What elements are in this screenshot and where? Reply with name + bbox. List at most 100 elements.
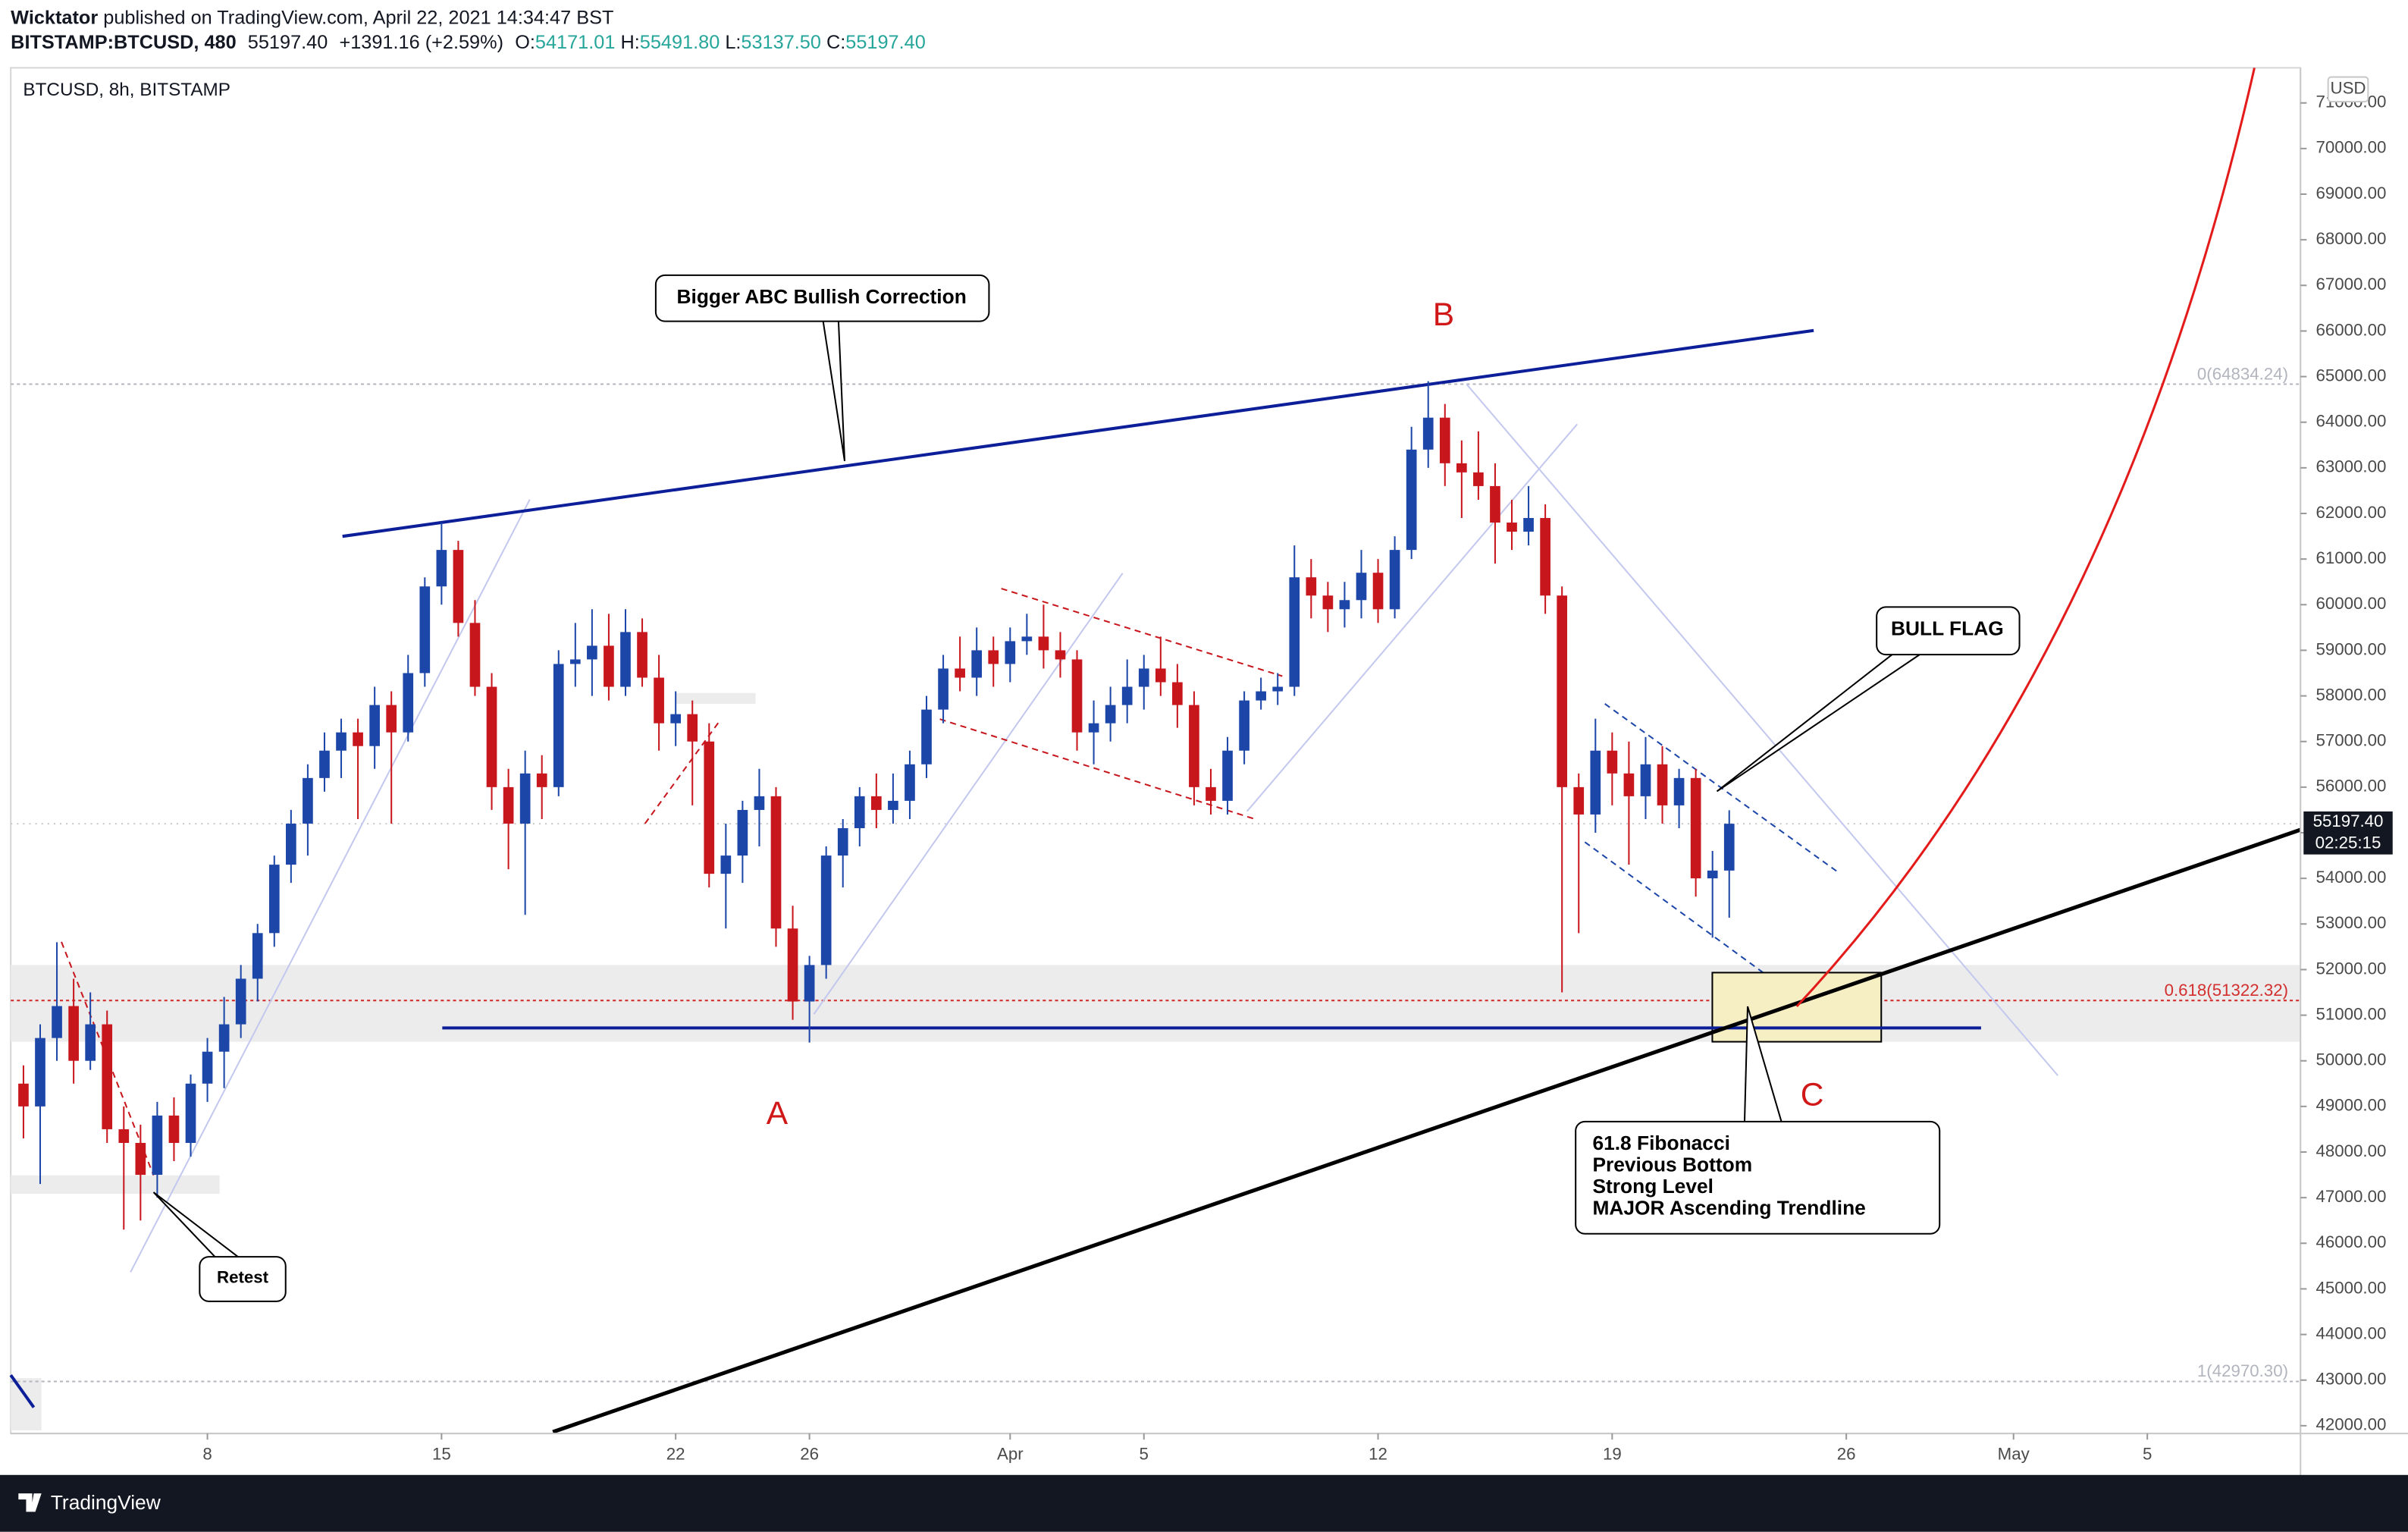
y-tick-label: 43000.00	[2316, 1370, 2386, 1389]
annotations: Bigger ABC Bullish Correction BULL FLAG …	[152, 274, 2021, 1302]
wave-label: B	[1433, 297, 1454, 333]
callout-box	[1876, 606, 2021, 656]
y-tick-label: 49000.00	[2316, 1096, 2386, 1115]
candle-body	[536, 773, 547, 787]
fib-label: 0(64834.24)	[2197, 364, 2288, 383]
candle-body	[1121, 686, 1133, 705]
candle-body	[1138, 668, 1149, 687]
y-tick-label: 51000.00	[2316, 1004, 2386, 1023]
o: O:	[515, 32, 535, 53]
candle-body	[1490, 485, 1500, 523]
note-line: Strong Level	[1592, 1175, 1713, 1198]
candle-body	[519, 773, 531, 824]
candle-body	[837, 827, 848, 856]
currency: USD	[2330, 79, 2366, 98]
fib-label: 1(42970.30)	[2197, 1361, 2288, 1380]
legend-line: BITSTAMP:BTCUSD, 480 55197.40 +1391.16 (…	[11, 32, 926, 53]
candle-body	[1005, 641, 1016, 664]
callout-pointer	[822, 321, 846, 462]
candle-body	[971, 650, 983, 678]
candle-body	[35, 1038, 45, 1107]
price-axis	[2300, 67, 2408, 1434]
callout-box	[654, 274, 990, 322]
footer	[0, 1474, 2408, 1532]
callout-text: BULL FLAG	[1891, 617, 2004, 640]
candle-body	[252, 933, 263, 979]
candle-body	[921, 709, 932, 764]
candle-body	[1540, 518, 1550, 596]
candle-body	[1256, 691, 1266, 701]
y-tick-label: 69000.00	[2316, 184, 2386, 202]
channel-line	[130, 499, 531, 1273]
candle-body	[18, 1083, 29, 1107]
candle-body	[168, 1115, 180, 1143]
c: C:	[826, 32, 845, 53]
dashed-line	[61, 941, 155, 1176]
candle-body	[286, 823, 296, 865]
candle-body	[1172, 682, 1183, 705]
y-tick-label: 42000.00	[2316, 1415, 2386, 1434]
candle-body	[1640, 764, 1651, 796]
y-tick-label: 56000.00	[2316, 777, 2386, 796]
callout-pointer	[1716, 654, 1920, 793]
x-tick-label: 26	[1837, 1444, 1856, 1463]
h: H:	[620, 32, 639, 53]
wave-label: C	[1801, 1077, 1824, 1113]
note-line: 61.8 Fibonacci	[1592, 1132, 1729, 1154]
candle-body	[152, 1115, 163, 1176]
o-value: 54171.01	[535, 32, 616, 53]
support-zone	[11, 965, 2301, 1042]
line-stub	[9, 1373, 36, 1408]
candle-body	[135, 1142, 146, 1176]
candle-body	[820, 855, 832, 965]
y-tick-label: 68000.00	[2316, 229, 2386, 248]
last-price: 55197.40	[248, 32, 328, 53]
candle-body	[804, 965, 815, 1002]
x-tick-label: Apr	[997, 1444, 1024, 1463]
zone	[11, 1378, 42, 1431]
candle-body	[1707, 870, 1718, 879]
candle-body	[1573, 786, 1585, 815]
y-tick-label: 62000.00	[2316, 503, 2386, 522]
x-tick-label: 12	[1369, 1444, 1387, 1463]
candle-body	[1239, 700, 1249, 751]
y-tick-label: 45000.00	[2316, 1278, 2386, 1297]
candle-body	[988, 650, 999, 664]
wave-label: A	[767, 1095, 789, 1132]
candle-body	[888, 800, 898, 810]
candle-body	[419, 586, 431, 673]
change: +1391.16 (+2.59%)	[339, 32, 503, 53]
candle-body	[436, 550, 447, 587]
candle-body	[1507, 523, 1517, 532]
candle-body	[1356, 573, 1367, 601]
candle-body	[486, 686, 497, 787]
y-tick-label: 64000.00	[2316, 412, 2386, 431]
candle-body	[770, 796, 782, 929]
candle-body	[737, 809, 748, 856]
candle-body	[1623, 773, 1635, 796]
candle-body	[787, 928, 798, 1002]
candle-body	[553, 664, 564, 787]
y-tick-label: 58000.00	[2316, 685, 2386, 704]
candle-body	[1590, 750, 1601, 815]
candle-body	[1673, 777, 1685, 805]
candle-body	[938, 668, 948, 710]
y-tick-label: 53000.00	[2316, 913, 2386, 932]
y-tick-label: 48000.00	[2316, 1141, 2386, 1160]
y-tick-label: 66000.00	[2316, 320, 2386, 339]
channel-line	[1466, 384, 2058, 1076]
author: Wicktator	[11, 7, 98, 28]
candle-body	[1306, 577, 1317, 596]
countdown: 02:25:15	[2316, 833, 2381, 852]
candle-body	[854, 796, 865, 828]
candle-body	[704, 741, 715, 874]
candle-body	[369, 705, 380, 746]
candle-body	[469, 623, 481, 687]
l-value: 53137.50	[741, 32, 821, 53]
candle-body	[905, 764, 915, 801]
fib-label: 0.618(51322.32)	[2165, 981, 2288, 1000]
candle-body	[268, 865, 280, 934]
symbol: BITSTAMP:BTCUSD, 480	[11, 32, 237, 53]
callout-box	[1575, 1120, 1941, 1235]
